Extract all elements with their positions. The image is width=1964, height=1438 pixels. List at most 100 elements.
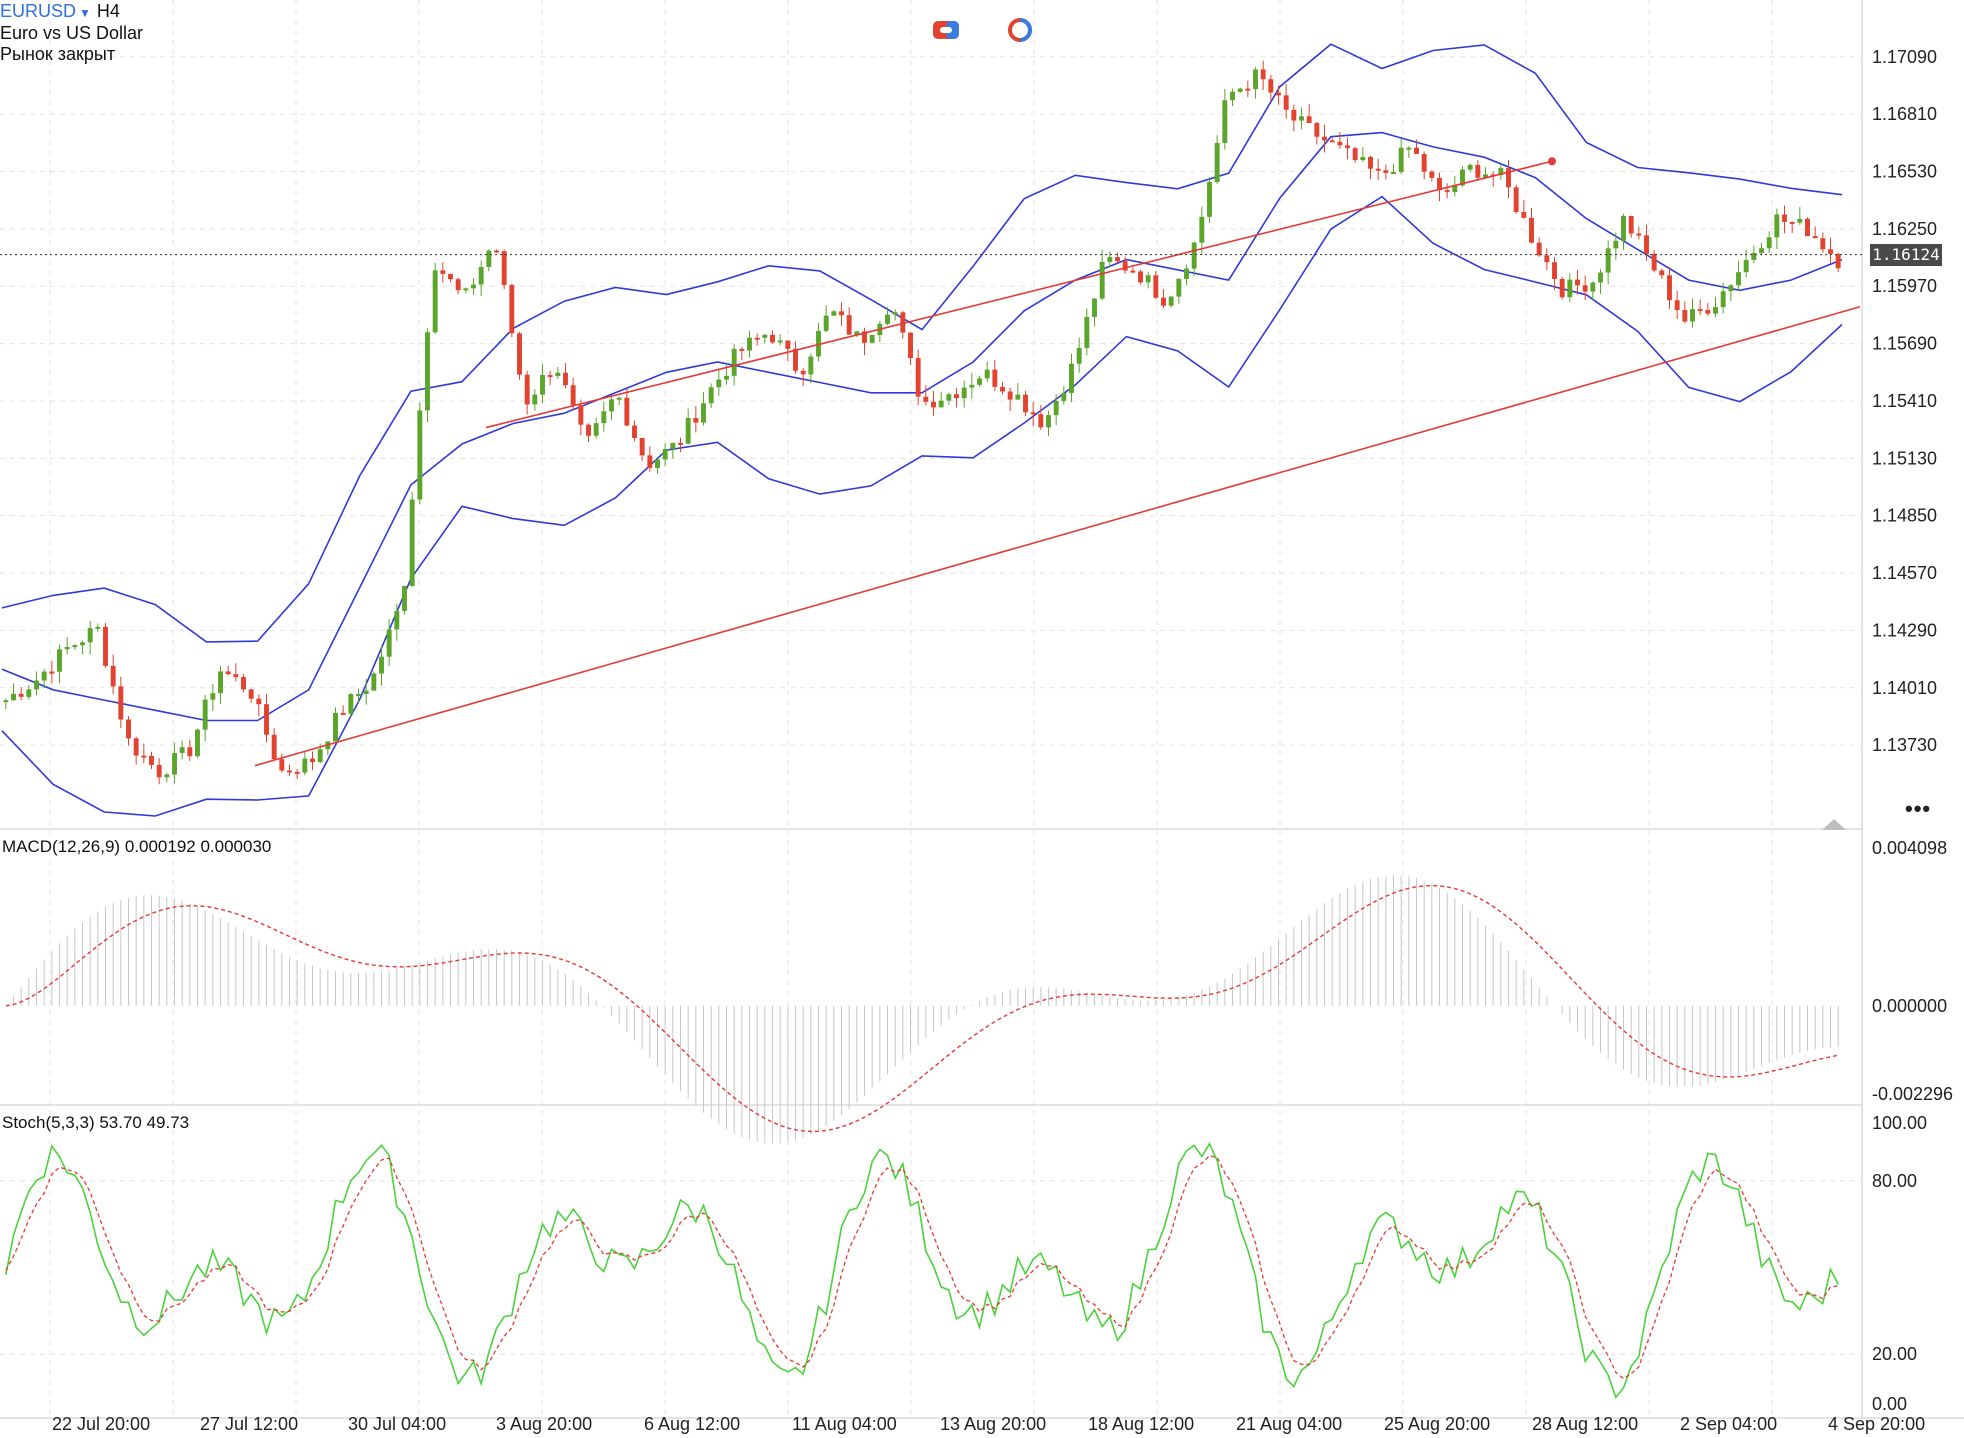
signal-toggle-icon[interactable]: [1006, 18, 1034, 42]
trade-toggle-icon[interactable]: [932, 18, 960, 42]
candle-body: [1237, 88, 1243, 92]
candle-body: [1751, 252, 1757, 260]
price-tick-label: 1.16530: [1872, 162, 1937, 182]
candle-body: [1368, 157, 1373, 169]
candle-body: [1452, 185, 1458, 193]
candle-body: [1828, 249, 1833, 254]
candle-body: [440, 270, 446, 274]
price-tick-label: 1.15410: [1872, 391, 1937, 411]
candle-body: [1099, 261, 1105, 299]
trendline[interactable]: [485, 160, 1553, 429]
candle-body: [494, 250, 499, 253]
price-tick-label: 1.14570: [1872, 563, 1937, 583]
candle-body: [1107, 257, 1113, 262]
candle-body: [1260, 69, 1266, 80]
grid-lines: [0, 0, 1862, 1418]
time-tick-label: 18 Aug 12:00: [1088, 1414, 1194, 1434]
candle-body: [317, 749, 323, 763]
candle-body: [1536, 242, 1542, 256]
candle-body: [931, 401, 936, 408]
candle-body: [1429, 171, 1435, 178]
price-tick-label: 1.13730: [1872, 735, 1937, 755]
candle-body: [693, 417, 699, 423]
candle-body: [1161, 297, 1166, 306]
candle-body: [885, 314, 890, 324]
candle-body: [156, 764, 162, 778]
candle-body: [1329, 140, 1335, 143]
candle-body: [532, 394, 538, 405]
candle-body: [739, 348, 745, 351]
macd-indicator: [5, 875, 1839, 1144]
candle-body: [1590, 282, 1596, 292]
candle-body: [463, 288, 469, 291]
symbol-label[interactable]: EURUSD: [0, 1, 77, 21]
candle-body: [1644, 235, 1649, 254]
trendlines[interactable]: [254, 157, 1861, 767]
candle-body: [1705, 309, 1711, 314]
time-tick-label: 21 Aug 04:00: [1236, 1414, 1342, 1434]
chevron-down-icon[interactable]: ▼: [79, 6, 91, 20]
stoch-tick-label: 100.00: [1872, 1113, 1927, 1133]
candle-body: [471, 284, 476, 289]
stoch-title: Stoch(5,3,3) 53.70 49.73: [2, 1113, 189, 1132]
candle-body: [1605, 248, 1611, 273]
candle-body: [1337, 141, 1343, 146]
candle-body: [1015, 394, 1021, 400]
candle-body: [425, 332, 430, 411]
candle-body: [1690, 309, 1695, 322]
candle-body: [747, 337, 752, 351]
candle-body: [831, 311, 837, 316]
candle-body: [379, 656, 384, 674]
candle-body: [210, 693, 216, 700]
candle-body: [264, 704, 269, 735]
candle-body: [1000, 386, 1005, 392]
trendline[interactable]: [254, 305, 1861, 767]
candle-body: [1636, 233, 1642, 236]
candle-body: [87, 628, 93, 643]
candle-body: [524, 374, 530, 405]
candle-body: [49, 671, 55, 674]
candle-body: [202, 699, 208, 730]
candle-body: [149, 755, 154, 765]
timeframe-label[interactable]: H4: [96, 1, 120, 21]
candle-body: [1805, 218, 1810, 237]
candle-body: [233, 674, 239, 678]
market-status: Рынок закрыт: [0, 44, 116, 64]
candle-body: [1023, 394, 1028, 413]
candle-body: [72, 645, 78, 648]
candle-body: [1345, 145, 1350, 149]
symbol-row[interactable]: EURUSD ▼ H4: [0, 0, 120, 24]
candle-body: [1145, 275, 1151, 283]
candle-body: [609, 399, 614, 412]
candle-body: [954, 394, 959, 399]
candle-body: [356, 693, 361, 696]
candle-body: [1391, 171, 1396, 174]
candle-body: [1720, 291, 1726, 308]
candle-body: [854, 331, 860, 335]
candle-body: [1398, 147, 1404, 172]
candle-body: [547, 375, 553, 378]
candle-body: [402, 585, 407, 611]
price-tick-label: 1.16810: [1872, 104, 1937, 124]
candle-body: [1383, 170, 1389, 173]
candle-body: [670, 442, 676, 449]
more-options-icon[interactable]: •••: [1905, 796, 1932, 821]
candle-body: [187, 747, 193, 757]
candle-body: [133, 738, 139, 756]
macd-title: MACD(12,26,9) 0.000192 0.000030: [2, 837, 271, 856]
candle-body: [1046, 415, 1051, 428]
scroll-end-icon[interactable]: [1822, 819, 1846, 830]
price-tick-label: 1.16250: [1872, 219, 1937, 239]
time-tick-label: 2 Sep 04:00: [1680, 1414, 1777, 1434]
candle-body: [839, 311, 844, 316]
candle-body: [256, 698, 262, 705]
candle-body: [992, 369, 998, 387]
candle-body: [11, 693, 16, 701]
candle-body: [394, 610, 400, 630]
candle-body: [1613, 240, 1619, 249]
candle-body: [578, 405, 584, 425]
candle-body: [662, 448, 668, 460]
candle-body: [724, 375, 729, 380]
candle-body: [800, 370, 806, 375]
